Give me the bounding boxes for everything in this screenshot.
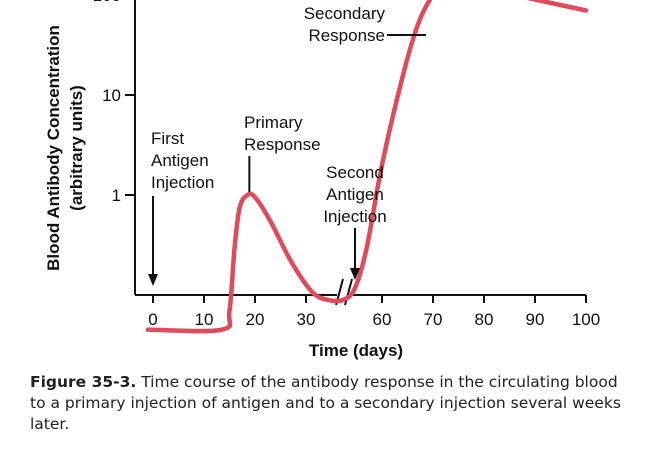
secondary-response-label: Secondary [304, 4, 386, 23]
second-injection-label: Second [326, 163, 384, 182]
figure-caption: Figure 35-3. Time course of the antibody… [30, 372, 630, 435]
caption-text: Time course of the antibody response in … [30, 373, 621, 433]
second-injection-label: Antigen [326, 185, 384, 204]
x-tick-label: 0 [148, 310, 157, 329]
first-injection-label: Antigen [151, 151, 209, 170]
axis-titles: Time (days) Blood Antibody Concentration(… [44, 25, 403, 360]
first-injection-label: Injection [151, 173, 214, 192]
y-axis-title-line1: Blood Antibody Concentration [44, 25, 63, 271]
first-injection-arrow-head [148, 274, 158, 286]
caption-label: Figure 35-3. [30, 373, 137, 391]
primary-response-label: Primary [244, 113, 303, 132]
antibody-response-chart: 1 10 100 0 10 20 30 60 70 80 90 100 First Antigen Inj… [44, 0, 601, 360]
curve-layer [145, 0, 589, 334]
x-tick-label: 10 [195, 310, 214, 329]
y-axis-title-line2: (arbitrary units) [67, 85, 86, 211]
secondary-response-label: Response [308, 26, 385, 45]
x-tick-label: 90 [526, 310, 545, 329]
x-tick-label: 20 [246, 310, 265, 329]
x-tick-label: 60 [373, 310, 392, 329]
x-axis-title: Time (days) [309, 341, 403, 360]
first-injection-label: First [151, 129, 184, 148]
y-tick-label: 100 [93, 0, 121, 5]
x-tick-label: 80 [475, 310, 494, 329]
primary-response-label: Response [244, 135, 321, 154]
second-injection-label: Injection [323, 207, 386, 226]
y-tick-label: 1 [112, 186, 121, 205]
x-tick-label: 70 [424, 310, 443, 329]
x-tick-label: 30 [297, 310, 316, 329]
y-tick-label: 10 [102, 86, 121, 105]
second-injection-arrow-head [350, 268, 360, 280]
annotations: First Antigen Injection Primary Response Seco… [148, 4, 426, 286]
ticks: 1 10 100 0 10 20 30 60 70 80 90 100 [93, 0, 601, 329]
x-tick-label: 100 [572, 310, 600, 329]
response-curve [145, 0, 589, 334]
